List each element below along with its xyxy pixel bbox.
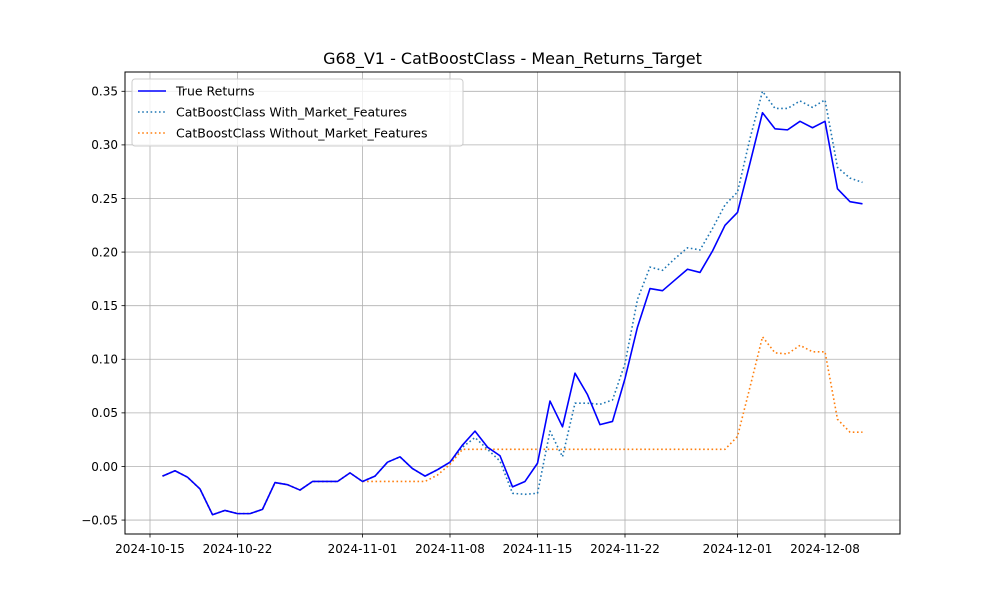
chart-title: G68_V1 - CatBoostClass - Mean_Returns_Ta…: [323, 49, 702, 69]
legend-label-with-market-features: CatBoostClass With_Market_Features: [176, 105, 407, 120]
y-tick-label: −0.05: [81, 513, 118, 527]
legend-frame: [131, 78, 464, 147]
legend: True Returns CatBoostClass With_Market_F…: [131, 78, 464, 147]
y-tick-label: 0.15: [91, 299, 118, 313]
x-tick-label: 2024-11-15: [503, 542, 573, 556]
y-tick-label: 0.25: [91, 192, 118, 206]
x-tick-label: 2024-11-22: [590, 542, 660, 556]
y-tick-label: 0.20: [91, 245, 118, 259]
legend-label-without-market-features: CatBoostClass Without_Market_Features: [176, 126, 428, 141]
x-tick-label: 2024-11-01: [328, 542, 398, 556]
y-tick-label: 0.10: [91, 353, 118, 367]
y-tick-label: 0.05: [91, 406, 118, 420]
tick-layer: 2024-10-15 2024-10-22 2024-11-01 2024-11-08…: [81, 85, 860, 556]
x-tick-label: 2024-10-15: [115, 542, 185, 556]
series-line-true-returns: [162, 111, 863, 516]
y-tick-label: 0.30: [91, 138, 118, 152]
series-layer: [162, 90, 863, 516]
axes-frame: [124, 71, 901, 535]
y-tick-label: 0.35: [91, 85, 118, 99]
x-tick-label: 2024-11-08: [415, 542, 485, 556]
legend-label-true-returns: True Returns: [175, 84, 255, 99]
y-tick-label: 0.00: [91, 460, 118, 474]
series-line-catboostclass-with-market-features: [162, 90, 863, 516]
x-tick-label: 2024-12-01: [703, 542, 773, 556]
x-tick-label: 2024-10-22: [203, 542, 273, 556]
grid-layer: [125, 72, 900, 534]
x-tick-label: 2024-12-08: [790, 542, 860, 556]
